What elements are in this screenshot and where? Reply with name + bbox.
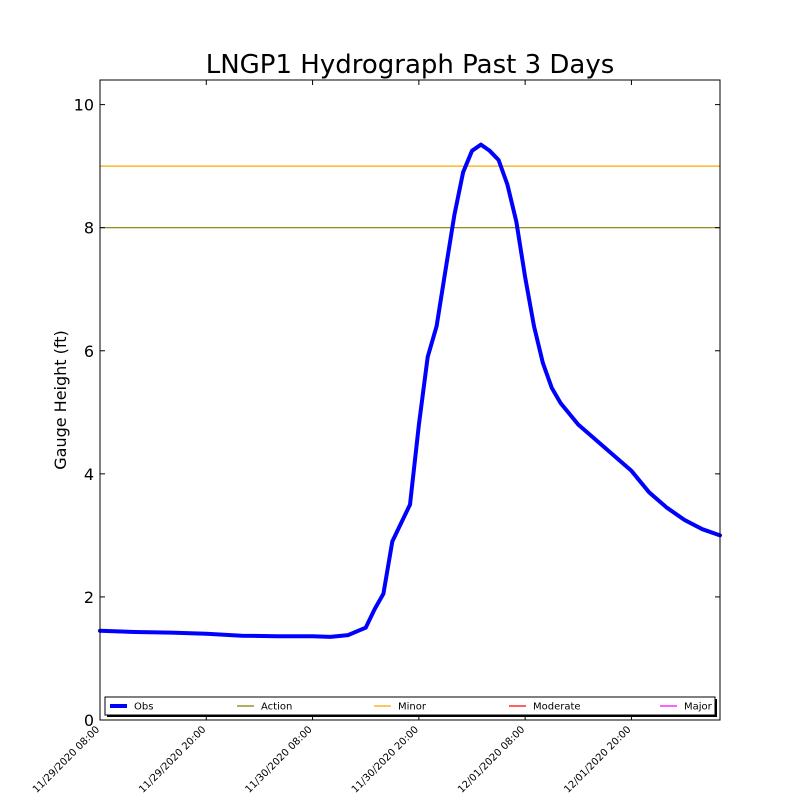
legend-label-minor: Minor xyxy=(398,702,427,713)
x-tick-label: 12/01/2020 08:00 xyxy=(456,724,527,795)
y-tick-label: 4 xyxy=(84,465,94,484)
y-tick-label: 0 xyxy=(84,711,94,730)
plot-area xyxy=(98,142,722,639)
y-tick-label: 6 xyxy=(84,342,94,361)
x-tick-label: 11/30/2020 20:00 xyxy=(350,724,421,795)
series-line-obs xyxy=(98,142,722,639)
axes: 0 2 4 6 8 10 11/29/2020 08:00 11/29/2020 20:00 1… xyxy=(31,79,721,796)
legend: Obs Action Minor Moderate Major xyxy=(104,696,717,717)
x-tick-label: 11/30/2020 08:00 xyxy=(244,724,315,795)
x-tick-label: 11/29/2020 08:00 xyxy=(31,724,102,795)
x-tick-label: 12/01/2020 20:00 xyxy=(562,724,633,795)
legend-label-major: Major xyxy=(684,702,713,713)
y-tick-label: 8 xyxy=(84,219,94,238)
plot-frame xyxy=(99,79,721,721)
x-tick-label: 11/29/2020 20:00 xyxy=(137,724,208,795)
y-axis-label: Gauge Height (ft) xyxy=(51,330,70,470)
legend-label-action: Action xyxy=(261,702,292,713)
legend-label-moderate: Moderate xyxy=(533,702,581,713)
legend-box xyxy=(104,696,716,716)
chart-title: LNGP1 Hydrograph Past 3 Days xyxy=(206,50,615,80)
legend-label-obs: Obs xyxy=(134,702,153,713)
y-tick-label: 2 xyxy=(84,588,94,607)
y-tick-label: 10 xyxy=(74,96,94,115)
